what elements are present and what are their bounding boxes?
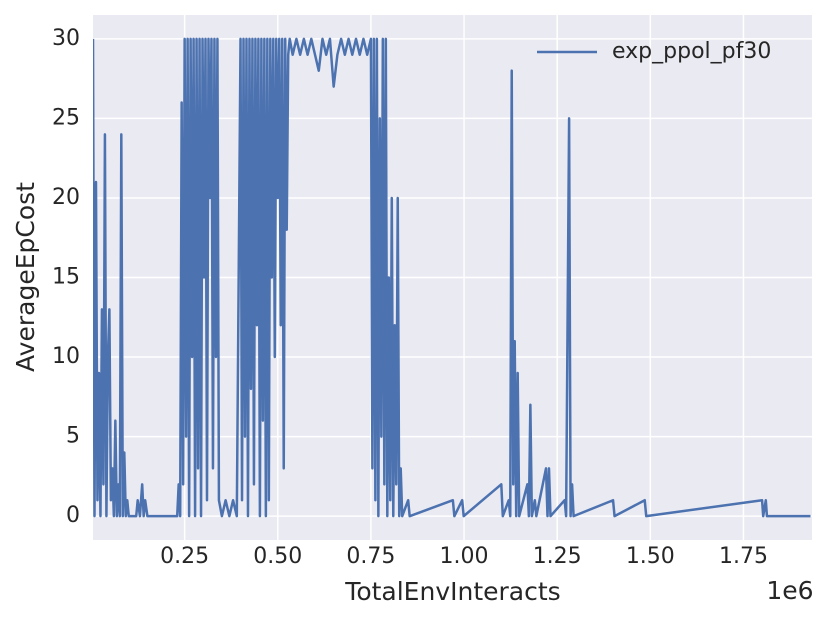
y-tick-label: 15 [52,265,80,290]
x-axis-label: TotalEnvInteracts [344,577,560,606]
x-tick-label: 0.50 [253,544,302,569]
x-offset-label: 1e6 [766,576,813,605]
x-tick-label: 0.25 [160,544,209,569]
series-line [93,37,811,518]
y-tick-label: 0 [66,503,80,528]
legend-label: exp_ppol_pf30 [612,39,771,64]
x-tick-label: 1.50 [626,544,675,569]
y-tick-label: 5 [66,424,80,449]
y-tick-label: 10 [52,344,80,369]
y-tick-label: 20 [52,185,80,210]
x-tick-label: 0.75 [346,544,395,569]
x-tick-label: 1.00 [440,544,489,569]
y-tick-label: 25 [52,105,80,130]
labels: 0 5 10 15 20 25 30 0.25 0.50 0.75 1.00 1.25 1.50 1.75… [52,26,771,569]
x-tick-label: 1.25 [533,544,582,569]
y-axis-label: AverageEpCost [11,182,40,372]
x-tick-label: 1.75 [719,544,768,569]
y-tick-label: 30 [52,26,80,51]
lines [93,37,811,518]
